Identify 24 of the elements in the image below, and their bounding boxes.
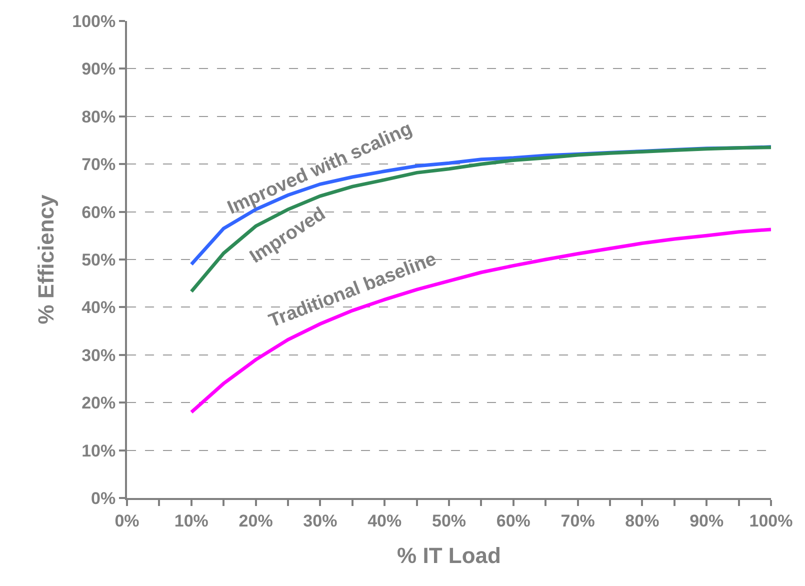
x-tick-label: 90% <box>690 511 724 530</box>
x-tick-label: 80% <box>625 511 660 530</box>
y-axis-title: % Efficiency <box>33 194 58 324</box>
x-tick-label: 30% <box>303 511 338 530</box>
y-tick-label: 30% <box>82 346 116 365</box>
x-axis-title: % IT Load <box>397 542 501 568</box>
x-tick-label: 20% <box>238 511 273 530</box>
x-tick-label: 70% <box>560 511 595 530</box>
y-tick-label: 70% <box>82 155 116 174</box>
y-tick-label: 90% <box>82 60 116 79</box>
y-tick-label: 0% <box>91 488 116 508</box>
y-tick-label: 20% <box>82 394 116 413</box>
y-tick-label: 50% <box>82 250 116 270</box>
y-tick-label: 100% <box>72 12 116 31</box>
y-tick-label: 10% <box>82 441 116 460</box>
y-tick-label: 40% <box>82 298 116 318</box>
x-tick-label: 50% <box>432 511 466 530</box>
x-tick-label: 10% <box>174 511 208 530</box>
x-tick-label: 100% <box>749 511 793 530</box>
x-tick-label: 60% <box>496 511 530 530</box>
x-tick-label: 0% <box>114 511 140 530</box>
y-tick-label: 80% <box>82 107 116 126</box>
x-tick-label: 40% <box>368 511 402 530</box>
y-tick-label: 60% <box>82 202 116 222</box>
